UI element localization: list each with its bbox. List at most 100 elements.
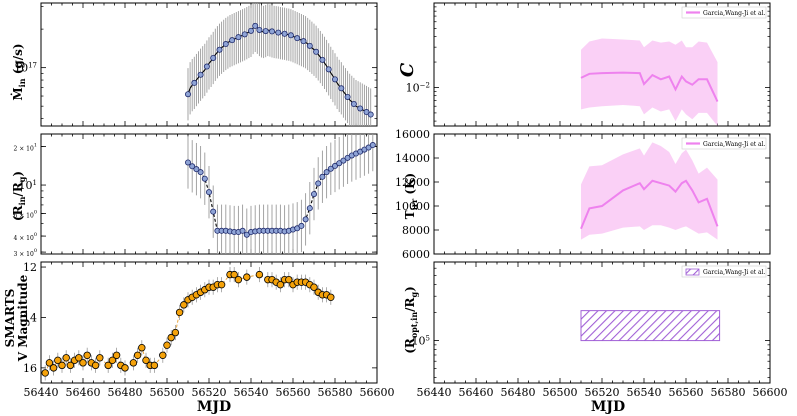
smarts-point: [91, 361, 100, 370]
tirr-ytick-label: 16000: [395, 128, 430, 141]
panel-rin: 2 × 101 101 6 × 100 4 × 100 3 × 100: [14, 133, 378, 258]
smarts-ytick-label: 16: [23, 362, 37, 375]
roptin-xtick-label: 56600: [753, 386, 788, 399]
smarts-point: [142, 356, 150, 365]
smarts-point: [138, 344, 146, 352]
smarts-point: [175, 308, 184, 317]
rin-point: [323, 169, 330, 176]
panel-smarts-v-magnitude: 12 14 16 56440 56460 56480 56500 56520 56540 5656…: [23, 261, 395, 399]
smarts-point: [159, 351, 167, 359]
tirr-ytick-label: 8000: [402, 224, 430, 237]
rin-point: [369, 142, 376, 149]
rin-point: [197, 169, 204, 176]
smarts-point: [41, 369, 49, 377]
roptin-legend-label: Garcia,Wang-Ji et al.: [703, 269, 766, 276]
smarts-point: [180, 301, 188, 309]
ylabel-smarts-line2: V Magnitude: [16, 274, 30, 362]
mdot-point: [300, 38, 307, 45]
smarts-point: [327, 293, 335, 301]
rin-point: [189, 163, 196, 170]
roptin-xtick-label: 56580: [711, 386, 746, 399]
smarts-point: [49, 364, 58, 372]
rin-point: [302, 216, 309, 223]
smarts-point: [58, 361, 66, 370]
smarts-point: [62, 354, 70, 362]
tirr-ytick-label: 14000: [395, 152, 430, 165]
rin-point: [315, 180, 322, 187]
mdot-point: [210, 54, 217, 61]
ylabel-rin: (Rin/Rg): [11, 171, 27, 221]
panel-r-opt-in: 105 56440 56460 56480 56500 56520 56540 56560 56…: [412, 261, 788, 399]
mdot-point: [344, 93, 351, 100]
mdot-point: [262, 28, 269, 35]
smarts-point: [108, 356, 117, 365]
ylabel-mdot: Ṁin (g/s): [10, 43, 27, 100]
mdot-point: [247, 27, 254, 34]
rin-point: [205, 189, 212, 196]
smarts-point: [75, 354, 83, 362]
mdot-point: [229, 37, 236, 44]
smarts-point: [54, 356, 62, 365]
tirr-ytick-label: 12000: [395, 176, 430, 189]
rin-point: [193, 166, 200, 173]
roptin-xtick-label: 56480: [501, 386, 536, 399]
rin-ytick-label: 101: [19, 179, 37, 192]
smarts-point: [66, 361, 75, 370]
svg-text:(Ropt,in/Rg): (Ropt,in/Rg): [403, 286, 419, 354]
xlabel-left: MJD: [197, 399, 231, 415]
mdot-point: [306, 42, 313, 49]
smarts-xtick-label: 56520: [192, 386, 227, 399]
roptin-legend-swatch: [685, 268, 700, 276]
smarts-point: [276, 280, 285, 289]
rin-point: [243, 231, 250, 238]
cout-ytick-label: 10−2: [406, 81, 430, 94]
mdot-point: [197, 71, 204, 78]
smarts-point: [217, 280, 226, 289]
rin-point: [331, 162, 338, 169]
rin-point: [201, 175, 208, 182]
mdot-point: [235, 34, 242, 41]
tirr-ytick-label: 10000: [395, 200, 430, 213]
mdot-point: [313, 48, 320, 55]
smarts-point: [230, 270, 238, 279]
smarts-point: [285, 275, 293, 284]
roptin-xtick-label: 56500: [543, 386, 578, 399]
cout-line: [580, 71, 719, 103]
mdot-point: [216, 46, 223, 53]
smarts-xtick-label: 56560: [276, 386, 311, 399]
ylabel-c-text: C: [397, 62, 418, 77]
smarts-point: [133, 351, 142, 359]
smarts-point: [310, 283, 318, 291]
cout-legend-label: Garcia,Wang-Ji et al.: [703, 10, 766, 17]
mdot-point: [275, 29, 282, 36]
smarts-point: [234, 275, 243, 284]
rin-ytick-label: 3 × 100: [14, 248, 37, 258]
mdot-point: [281, 30, 288, 37]
mdot-ytick-label: 1017: [14, 62, 37, 75]
smarts-point: [121, 364, 129, 372]
rin-point: [327, 165, 334, 172]
smarts-point: [129, 359, 138, 367]
rin-point: [340, 157, 347, 164]
mdot-point: [294, 35, 301, 42]
roptin-xtick-label: 56460: [459, 386, 494, 399]
mdot-point: [338, 85, 345, 92]
tirr-line: [580, 179, 719, 230]
mdot-point: [222, 41, 229, 48]
ylabel-tirr: Tirr (K): [403, 173, 419, 219]
mdot-point: [184, 91, 191, 98]
tirr-band: [581, 142, 718, 240]
smarts-xtick-label: 56480: [108, 386, 143, 399]
rin-ytick-label: 2 × 101: [14, 142, 37, 152]
smarts-xtick-label: 56600: [360, 386, 395, 399]
mdot-point: [367, 111, 374, 118]
ylabel-smarts: SMARTS V Magnitude: [3, 274, 30, 362]
mdot-point: [268, 28, 275, 35]
smarts-point: [79, 359, 87, 367]
mdot-point: [331, 76, 338, 83]
rin-point: [210, 208, 217, 215]
cout-legend: [681, 6, 767, 19]
smarts-xtick-label: 56460: [66, 386, 101, 399]
tirr-legend: [681, 137, 767, 150]
ylabel-c: C: [397, 62, 418, 77]
